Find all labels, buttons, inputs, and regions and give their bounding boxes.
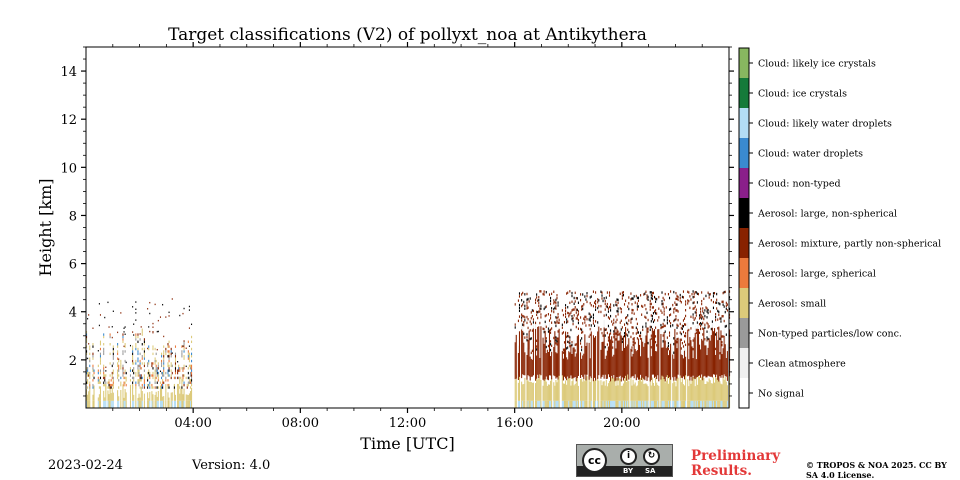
colorbar-swatch [739,198,749,228]
attribution-icon: i [620,448,637,465]
y-tick-label: 12 [60,113,77,128]
colorbar-label: Cloud: non-typed [758,179,841,190]
colorbar-label: Aerosol: large, spherical [757,269,876,280]
colorbar-swatch [739,288,749,318]
cc-icon: cc [582,448,607,473]
by-label: BY [623,467,634,475]
colorbar-swatch [739,348,749,378]
colorbar-swatch [739,48,749,78]
share-alike-icon: ↻ [643,448,660,465]
y-tick-label: 8 [69,209,77,224]
colorbar-swatch [739,318,749,348]
cc-license-badge: cc i ↻ BY SA [576,444,673,477]
sa-label: SA [645,467,656,475]
version-label: Version: 4.0 [192,458,271,473]
chart-title: Target classifications (V2) of pollyxt_n… [168,25,647,45]
y-tick-label: 4 [69,306,77,321]
date-label: 2023-02-24 [48,458,123,473]
colorbar-swatch [739,228,749,258]
data-segment [86,298,193,408]
colorbar-swatch [739,258,749,288]
colorbar-label: Non-typed particles/low conc. [758,329,902,340]
classification-field [86,290,731,408]
y-tick-label: 2 [69,354,77,369]
x-tick-label: 12:00 [389,416,426,431]
x-tick-label: 08:00 [282,416,319,431]
colorbar-label: Aerosol: small [757,299,826,310]
colorbar-swatch [739,168,749,198]
colorbar: No signal Clean atmosphere Non-typed parti… [738,47,941,409]
colorbar-label: Aerosol: large, non-spherical [757,209,897,220]
preliminary-results-label: Preliminary Results. [691,448,781,479]
y-tick-label: 14 [60,65,77,80]
colorbar-label: No signal [758,389,804,400]
y-axis-label: Height [km] [36,179,55,277]
colorbar-label: Cloud: ice crystals [758,89,847,100]
colorbar-label: Cloud: likely ice crystals [758,59,876,70]
colorbar-frame [738,47,750,409]
colorbar-label: Cloud: water droplets [758,149,863,160]
colorbar-label: Aerosol: mixture, partly non-spherical [757,239,941,250]
y-tick-label: 10 [60,161,77,176]
x-tick-label: 04:00 [174,416,211,431]
x-tick-label: 16:00 [496,416,533,431]
colorbar-label: Cloud: likely water droplets [758,119,892,130]
colorbar-swatch [739,108,749,138]
copyright-notice: © TROPOS & NOA 2025. CC BY SA 4.0 Licens… [806,460,947,480]
x-axis-label: Time [UTC] [360,434,454,453]
y-tick-label: 6 [69,258,77,273]
colorbar-swatch [739,378,749,408]
colorbar-swatch [739,138,749,168]
colorbar-swatch [739,78,749,108]
colorbar-label: Clean atmosphere [758,359,846,370]
data-segment [514,290,731,408]
x-tick-label: 20:00 [603,416,640,431]
